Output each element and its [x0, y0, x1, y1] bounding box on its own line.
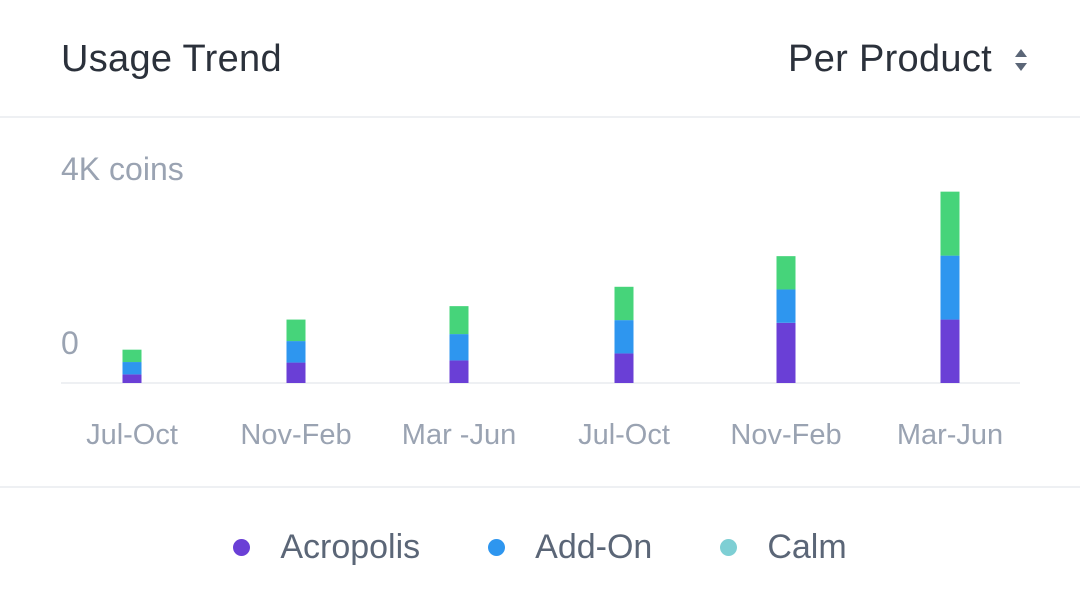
bar-calm-0	[122, 349, 142, 363]
bar-acropolis-4	[776, 322, 796, 383]
bar-calm-1	[286, 319, 306, 342]
page-title: Usage Trend	[61, 38, 282, 80]
legend-item-add-on[interactable]: Add-On	[488, 528, 652, 567]
bar-group	[122, 191, 960, 383]
legend-dot-icon	[488, 539, 506, 556]
bar-add-on-1	[286, 341, 306, 363]
bar-acropolis-0	[122, 374, 142, 383]
legend-dot-icon	[233, 539, 251, 556]
x-tick-label: Nov-Feb	[730, 419, 841, 451]
x-tick-label: Mar-Jun	[897, 419, 1003, 451]
x-tick-label: Jul-Oct	[86, 419, 178, 451]
x-tick-label: Nov-Feb	[240, 419, 351, 451]
x-tick-label: Mar -Jun	[402, 419, 516, 451]
selector-label: Per Product	[788, 38, 992, 80]
legend-label: Calm	[767, 528, 847, 566]
bar-add-on-5	[940, 255, 960, 320]
legend-label: Add-On	[535, 528, 653, 566]
legend-area: Acropolis Add-On Calm	[0, 486, 1080, 600]
bar-add-on-0	[122, 362, 142, 375]
bar-calm-3	[614, 286, 634, 321]
sort-updown-icon	[1015, 48, 1027, 71]
product-view-selector[interactable]: Per Product	[788, 38, 1028, 81]
x-axis-ticks: Jul-Oct Nov-Feb Mar -Jun Jul-Oct Nov-Feb Mar-…	[86, 419, 1003, 451]
legend-item-calm[interactable]: Calm	[720, 528, 847, 567]
y-axis-zero-label: 0	[61, 325, 79, 361]
bar-acropolis-5	[940, 319, 960, 383]
legend-label: Acropolis	[280, 528, 421, 566]
bar-acropolis-1	[286, 362, 306, 383]
bar-add-on-3	[614, 320, 634, 354]
bar-calm-2	[449, 306, 469, 335]
legend-dot-icon	[720, 539, 738, 556]
x-tick-label: Jul-Oct	[578, 419, 670, 451]
bar-acropolis-2	[449, 360, 469, 383]
y-axis-max-label: 4K coins	[61, 151, 184, 187]
bar-add-on-2	[449, 334, 469, 361]
bar-calm-4	[776, 256, 796, 290]
bar-add-on-4	[776, 289, 796, 323]
bar-calm-5	[940, 191, 960, 256]
usage-trend-chart: 4K coins 0 Jul-Oct Nov-Feb Mar -Jun Jul-Oct…	[61, 151, 1020, 451]
bar-acropolis-3	[614, 353, 634, 383]
legend-item-acropolis[interactable]: Acropolis	[233, 528, 420, 567]
card-header: Usage Trend Per Product	[0, 0, 1080, 118]
chart-legend: Acropolis Add-On Calm	[0, 528, 1080, 567]
